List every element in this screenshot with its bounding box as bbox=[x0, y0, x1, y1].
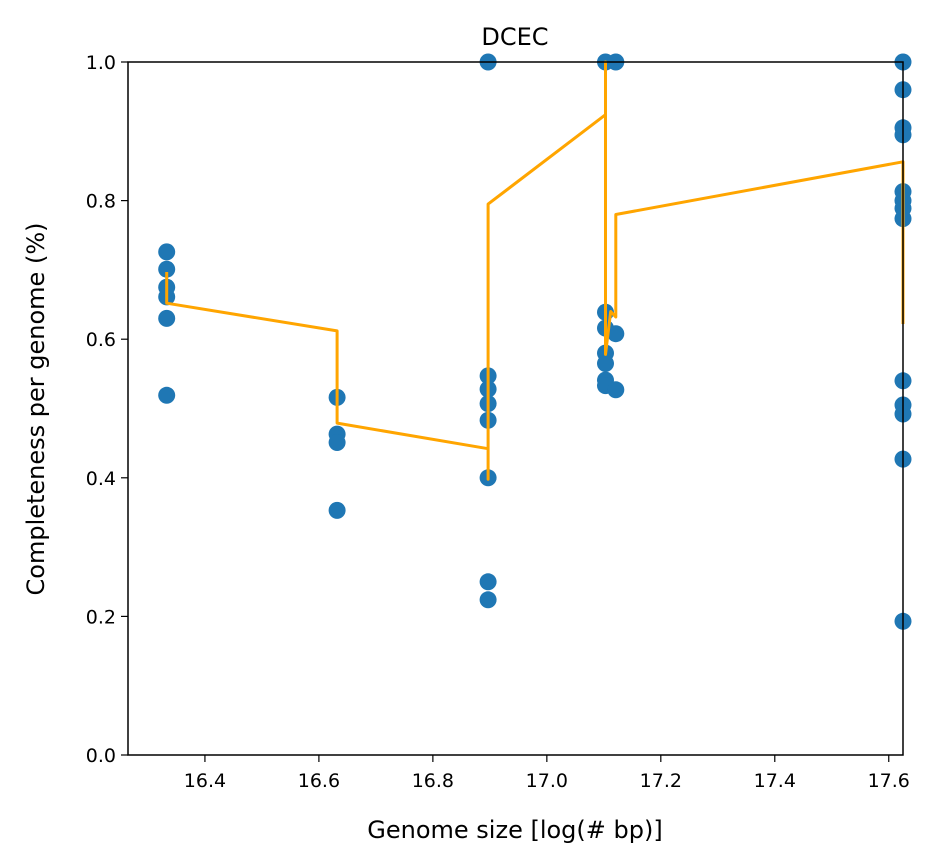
x-tick-label: 16.6 bbox=[298, 770, 340, 792]
x-axis-label: Genome size [log(# bp)] bbox=[367, 816, 662, 844]
y-tick-label: 0.2 bbox=[86, 606, 116, 628]
x-axis: 16.4 16.6 16.8 17.0 17.2 17.4 17.6 bbox=[184, 755, 910, 792]
x-tick-label: 17.0 bbox=[526, 770, 568, 792]
y-axis: 0.0 0.2 0.4 0.6 0.8 1.0 bbox=[86, 52, 128, 767]
data-point bbox=[607, 381, 625, 399]
trend-line bbox=[165, 60, 905, 481]
x-tick-label: 16.8 bbox=[412, 770, 454, 792]
y-axis-label: Completeness per genome (%) bbox=[22, 223, 50, 596]
data-point bbox=[328, 501, 346, 519]
data-point bbox=[479, 591, 497, 609]
x-tick-label: 17.6 bbox=[868, 770, 910, 792]
x-tick-label: 16.4 bbox=[184, 770, 226, 792]
y-tick-label: 0.4 bbox=[86, 468, 116, 490]
data-point bbox=[607, 325, 625, 343]
y-tick-label: 0.8 bbox=[86, 191, 116, 213]
data-point bbox=[158, 243, 176, 261]
x-tick-label: 17.4 bbox=[754, 770, 796, 792]
chart-title: DCEC bbox=[481, 23, 548, 51]
data-point bbox=[158, 309, 176, 327]
y-tick-label: 1.0 bbox=[86, 52, 116, 74]
data-point bbox=[158, 386, 176, 404]
y-tick-label: 0.6 bbox=[86, 329, 116, 351]
y-tick-label: 0.0 bbox=[86, 745, 116, 767]
data-point bbox=[158, 260, 176, 278]
plot-area bbox=[158, 53, 912, 630]
data-point bbox=[597, 355, 614, 372]
data-point bbox=[479, 573, 497, 591]
data-point bbox=[328, 434, 346, 451]
plot-frame bbox=[127, 61, 904, 756]
x-tick-label: 17.2 bbox=[640, 770, 682, 792]
